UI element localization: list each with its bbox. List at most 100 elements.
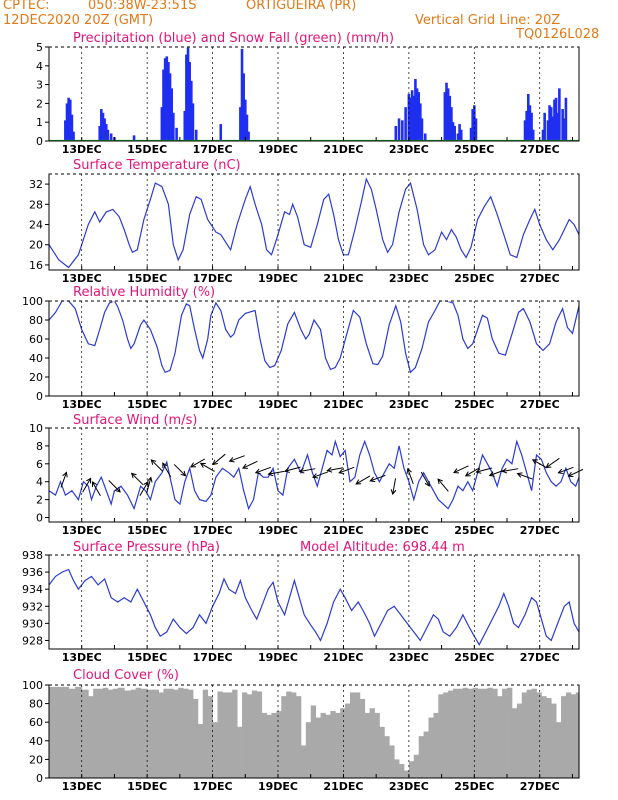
- precip-bar: [70, 114, 74, 141]
- wind-arrow: [390, 478, 397, 496]
- x-tick-label: 23DEC: [389, 272, 429, 285]
- cloud-bar: [112, 688, 119, 778]
- cloud-bar: [75, 686, 83, 778]
- cloud-bar: [217, 691, 223, 778]
- y-tick-label: 8: [36, 440, 43, 453]
- precip-bar: [459, 129, 463, 141]
- x-tick-label: 17DEC: [193, 398, 233, 411]
- cloud-bar: [296, 696, 302, 778]
- cloud-bar: [462, 687, 469, 778]
- x-tick-label: 13DEC: [62, 143, 102, 156]
- precip-bar: [471, 109, 474, 141]
- rh-title: Relative Humidity (%): [73, 285, 215, 300]
- cloud-bar: [507, 687, 513, 778]
- x-tick-label: 17DEC: [193, 524, 233, 537]
- x-tick-label: 23DEC: [389, 780, 429, 793]
- header-grid-note: Vertical Grid Line: 20Z: [415, 13, 560, 28]
- precip-bar: [98, 125, 102, 141]
- x-tick-label: 25DEC: [454, 780, 494, 793]
- precip-bar: [64, 120, 67, 141]
- precip-bar: [450, 107, 453, 141]
- precip-bar: [526, 94, 530, 141]
- cloud-bar: [178, 687, 184, 778]
- y-tick-label: 928: [22, 634, 43, 647]
- wind-title: Surface Wind (m/s): [73, 413, 197, 428]
- pressure-line: [48, 568, 580, 646]
- cloud-bar: [227, 692, 233, 778]
- cloud-bar: [394, 759, 400, 778]
- wind-arrow: [453, 465, 469, 474]
- precip-bar: [531, 129, 535, 141]
- precip-bar: [170, 88, 173, 141]
- x-tick-label: 23DEC: [389, 143, 429, 156]
- precip-bar: [167, 62, 170, 141]
- y-tick-label: 60: [29, 333, 43, 346]
- cloud-bar: [207, 696, 213, 778]
- wind-arrow: [545, 457, 560, 469]
- wind-arrow: [406, 467, 414, 485]
- cloud-bar: [188, 689, 194, 778]
- cloud-bar: [147, 689, 155, 778]
- cloud-bar: [531, 688, 537, 778]
- y-tick-label: 938: [22, 549, 43, 562]
- wind-arrow: [190, 458, 206, 468]
- cloud-bar: [502, 688, 508, 778]
- cloud-bar: [472, 687, 478, 778]
- cloud-bar: [88, 696, 94, 778]
- precip-bar: [419, 103, 422, 141]
- wind-arrow: [82, 477, 92, 493]
- cloud-bar: [438, 694, 444, 778]
- cloud-bar: [428, 717, 434, 778]
- cloud-bar: [305, 722, 312, 778]
- wind-arrow: [60, 471, 68, 488]
- y-tick-label: 40: [29, 352, 43, 365]
- header-run-code: TQ0126L028: [516, 27, 599, 42]
- cloud-bar: [561, 696, 567, 778]
- header-location: ORTIGUEIRA (PR): [246, 0, 356, 13]
- wind-arrow: [437, 478, 449, 492]
- cloud-bar: [349, 692, 356, 778]
- precip-bar: [546, 120, 550, 141]
- pressure-subtitle: Model Altitude: 698.44 m: [300, 540, 465, 555]
- y-tick-label: 2: [36, 494, 43, 507]
- rh-panel: Relative Humidity (%) 0 20 40 60 80 100 13DEC 15…: [22, 285, 580, 411]
- x-tick-label: 13DEC: [62, 272, 102, 285]
- precip-bar: [191, 103, 195, 141]
- cloud-bar: [168, 688, 174, 778]
- pressure-frame: [48, 554, 580, 650]
- cloud-bar: [325, 714, 331, 778]
- precip-bar: [554, 97, 558, 141]
- cloud-bar: [202, 689, 209, 778]
- y-tick-label: 0: [36, 390, 43, 403]
- cloud-bar: [315, 717, 321, 778]
- x-tick-label: 27DEC: [520, 272, 560, 285]
- x-tick-label: 21DEC: [323, 272, 363, 285]
- cloud-bar: [266, 714, 272, 778]
- precip-bar: [561, 109, 564, 141]
- cloud-bar: [93, 688, 99, 778]
- precip-bar: [165, 56, 169, 141]
- x-tick-label: 15DEC: [127, 524, 167, 537]
- wind-arrow: [212, 453, 226, 466]
- precip-bar: [414, 78, 417, 141]
- x-tick-label: 15DEC: [127, 143, 167, 156]
- cloud-bar: [335, 712, 341, 778]
- wind-arrow: [464, 467, 480, 477]
- pressure-panel: Surface Pressure (hPa) Model Altitude: 69…: [22, 540, 580, 664]
- cloud-title: Cloud Cover (%): [73, 668, 179, 683]
- precip-bar: [242, 73, 245, 141]
- precip-bar: [163, 58, 167, 141]
- cloud-bar: [340, 708, 346, 778]
- wind-arrow: [283, 466, 301, 473]
- x-tick-label: 21DEC: [323, 651, 363, 664]
- cloud-bar: [492, 688, 498, 778]
- precip-bar: [68, 99, 72, 141]
- precip-bar: [183, 110, 187, 141]
- y-tick-label: 934: [22, 583, 43, 596]
- precip-bar: [219, 124, 223, 141]
- y-tick-label: 1: [36, 116, 43, 129]
- precip-bar: [423, 133, 427, 141]
- cloud-bar: [281, 696, 287, 778]
- cloud-bar: [237, 726, 243, 778]
